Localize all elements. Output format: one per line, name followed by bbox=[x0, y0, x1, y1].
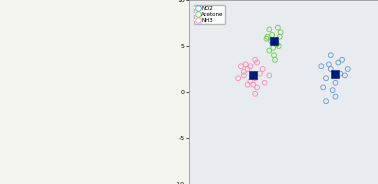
Point bbox=[252, 77, 258, 80]
Point bbox=[254, 86, 260, 89]
Point bbox=[250, 74, 256, 77]
Point bbox=[330, 89, 336, 92]
Point bbox=[326, 63, 332, 66]
Point bbox=[263, 37, 270, 40]
Point bbox=[333, 81, 339, 84]
Point bbox=[337, 72, 343, 75]
Point bbox=[262, 81, 268, 84]
Point bbox=[342, 74, 348, 77]
Point bbox=[323, 77, 329, 80]
Point bbox=[257, 72, 263, 75]
Point bbox=[266, 28, 272, 31]
Point bbox=[333, 72, 339, 75]
Point bbox=[247, 65, 253, 68]
Point bbox=[270, 46, 276, 49]
Point bbox=[277, 31, 284, 34]
Point bbox=[243, 63, 249, 66]
Point bbox=[273, 40, 279, 43]
Point bbox=[323, 100, 329, 103]
Point bbox=[333, 95, 339, 98]
Point bbox=[252, 92, 258, 95]
Point bbox=[339, 58, 345, 61]
Point bbox=[274, 43, 280, 46]
Point bbox=[245, 83, 251, 86]
Legend: NO2, Acetone, NH3: NO2, Acetone, NH3 bbox=[194, 5, 226, 24]
Point bbox=[260, 68, 266, 70]
Point bbox=[328, 68, 334, 70]
Point bbox=[247, 79, 253, 82]
Point bbox=[235, 77, 241, 80]
Point bbox=[266, 74, 272, 77]
Point bbox=[276, 45, 282, 47]
Point bbox=[271, 54, 277, 57]
Point bbox=[328, 54, 334, 57]
Point bbox=[345, 68, 351, 70]
Point bbox=[271, 40, 277, 43]
Point bbox=[277, 35, 283, 38]
Point bbox=[252, 58, 258, 61]
Point bbox=[254, 61, 260, 64]
Point bbox=[250, 83, 256, 86]
Point bbox=[320, 86, 326, 89]
Point bbox=[272, 58, 278, 61]
Point bbox=[275, 26, 281, 29]
Point bbox=[318, 65, 324, 68]
Point bbox=[269, 33, 275, 36]
Point bbox=[241, 74, 247, 77]
Point bbox=[268, 40, 274, 43]
Point bbox=[238, 65, 244, 68]
Point bbox=[335, 61, 341, 64]
Point bbox=[265, 35, 271, 38]
Point bbox=[245, 68, 251, 70]
Point bbox=[241, 70, 247, 73]
Point bbox=[266, 49, 272, 52]
